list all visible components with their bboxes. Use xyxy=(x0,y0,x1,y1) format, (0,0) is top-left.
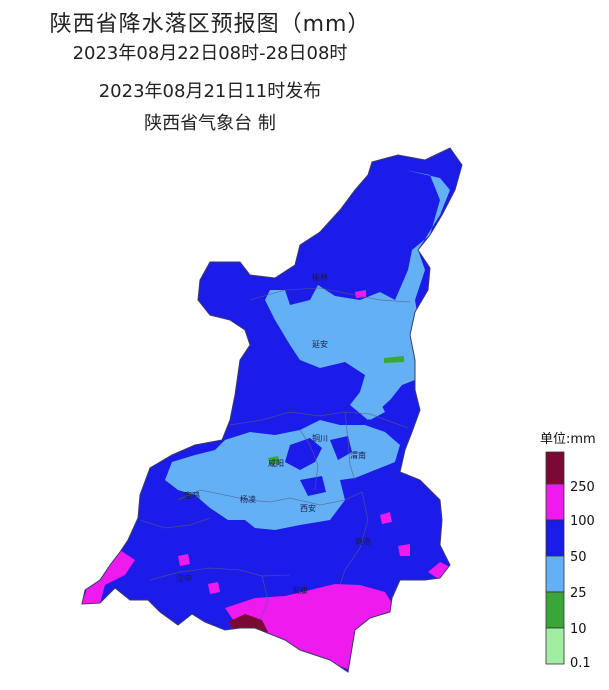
city-label-xian: 西安 xyxy=(300,503,316,513)
city-label-shangluo: 商洛 xyxy=(355,536,371,546)
city-label-xianyang: 咸阳 xyxy=(268,458,284,468)
legend-label-0.1: 0.1 xyxy=(570,656,591,671)
legend-swatch-10 xyxy=(545,591,565,629)
zone-100-250-spot-5 xyxy=(355,290,366,298)
city-label-yulin: 榆林 xyxy=(312,272,328,282)
city-label-tongchuan: 铜川 xyxy=(312,433,328,443)
legend-label-10: 10 xyxy=(570,622,587,637)
legend-colorbar xyxy=(545,451,565,665)
legend-label-250: 250 xyxy=(570,480,595,495)
zone-50-100-pocket-b xyxy=(330,436,352,460)
forecast-period: 2023年08月22日08时-28日08时 xyxy=(72,43,348,64)
legend-label-50: 50 xyxy=(570,550,587,565)
legend-swatch-250 xyxy=(545,451,565,485)
issue-time: 2023年08月21日11时发布 xyxy=(98,81,322,102)
zone-50-100-pocket-a xyxy=(285,438,322,470)
zone-100-250-spot-3 xyxy=(178,554,190,566)
city-label-weinan: 渭南 xyxy=(350,450,366,460)
legend-label-25: 25 xyxy=(570,586,587,601)
zone-50-100-pocket-c xyxy=(300,476,326,496)
zone-10-25-spot-1 xyxy=(384,356,404,363)
zone-100-250-spot-1 xyxy=(380,512,392,524)
zone-100-250-spot-4 xyxy=(208,582,220,594)
legend-swatch-100 xyxy=(545,483,565,521)
zone-25-50-patch xyxy=(360,398,385,420)
province-shape xyxy=(82,148,462,672)
zone-100-250-spot-2 xyxy=(398,544,410,556)
legend-swatch-50 xyxy=(545,519,565,557)
city-label-hanzhong: 汉中 xyxy=(176,573,192,583)
zone-10-25-spot-2 xyxy=(268,456,280,465)
city-boundaries xyxy=(139,287,411,621)
city-label-yangling: 杨凌 xyxy=(240,494,256,504)
city-label-yanan: 延安 xyxy=(312,339,328,349)
province-outline xyxy=(81,147,463,673)
legend-swatch-0.1 xyxy=(545,627,565,665)
city-label-ankang: 安康 xyxy=(292,585,308,595)
legend-label-100: 100 xyxy=(570,514,595,529)
legend-swatch-25 xyxy=(545,555,565,593)
map-title-block: 陕西省降水落区预报图（mm） 2023年08月22日08时-28日08时 202… xyxy=(0,10,420,138)
zone-100-250-east xyxy=(428,562,452,580)
issuer: 陕西省气象台 制 xyxy=(144,113,276,134)
map-title: 陕西省降水落区预报图（mm） xyxy=(49,12,371,37)
city-label-baoji: 宝鸡 xyxy=(184,490,200,500)
legend-title: 单位:mm xyxy=(540,432,596,447)
zone-100-250-west xyxy=(82,550,135,604)
